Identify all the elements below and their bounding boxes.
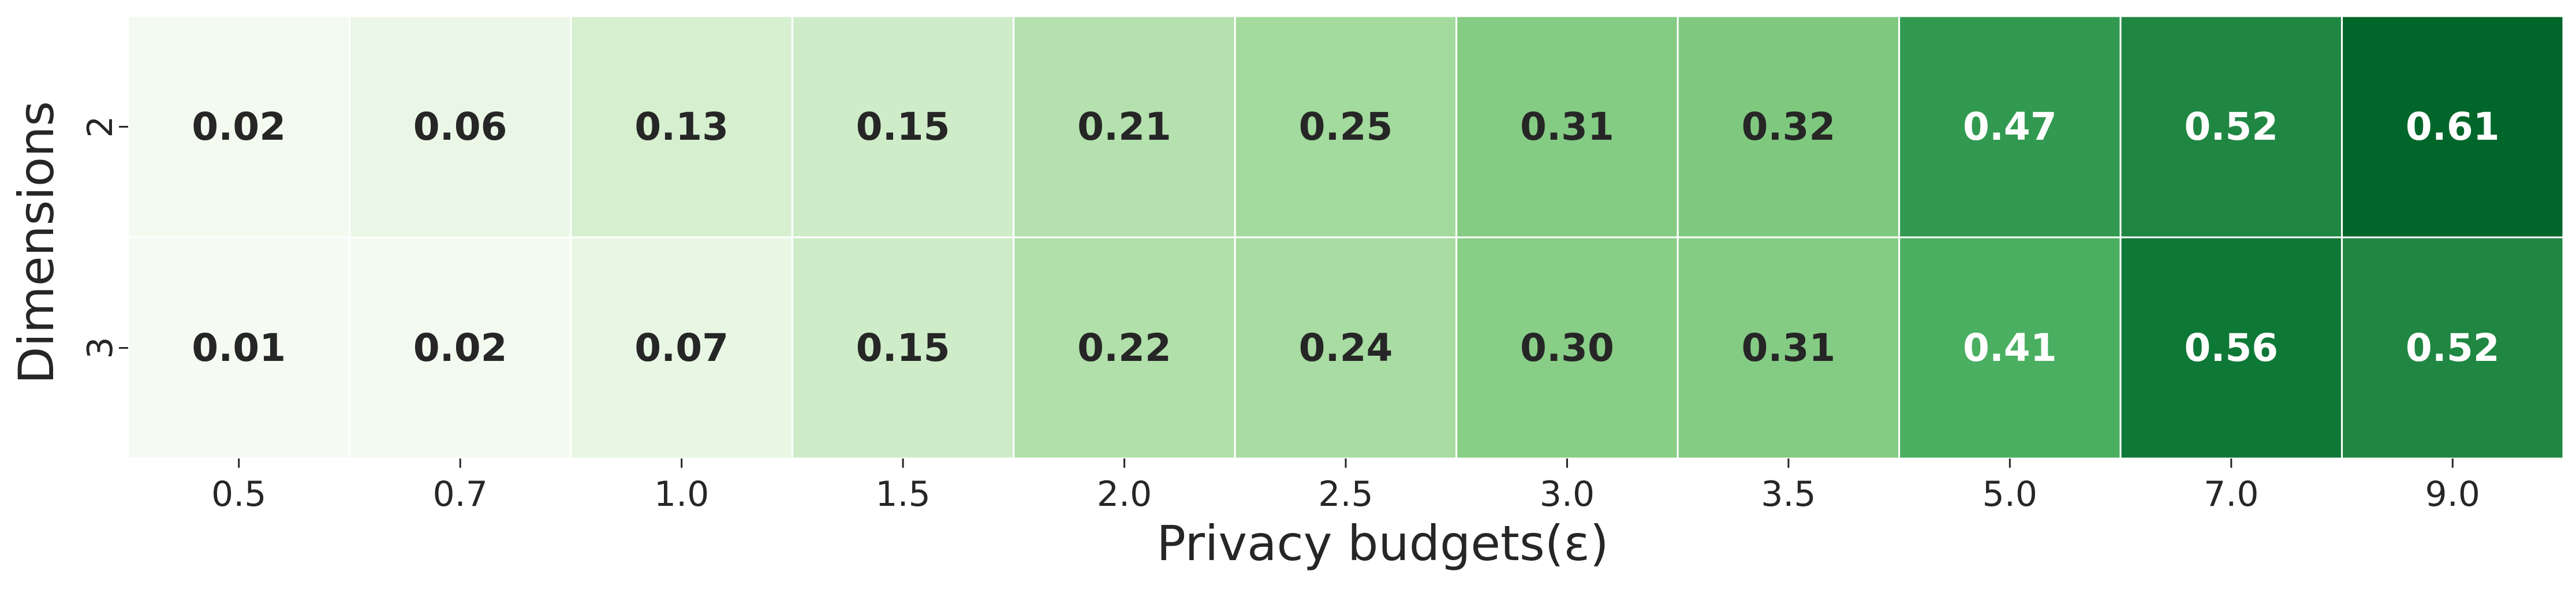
heatmap-cell [127, 236, 350, 460]
x-axis: 0.5 0.7 1.0 1.5 2.0 2.5 3.0 3.5 5.0 7.0 9.0 [211, 458, 2480, 515]
heatmap-cell [127, 15, 350, 238]
cell-value-label: 0.07 [634, 326, 729, 370]
heatmap-cell [2341, 15, 2564, 238]
heatmap-cell [570, 15, 793, 238]
heatmap-cell [2119, 15, 2343, 238]
cell-value-label: 0.31 [1741, 326, 1835, 370]
cell-value-label: 0.52 [2406, 326, 2500, 370]
heatmap-cell [1013, 15, 1236, 238]
cell-value-label: 0.01 [192, 326, 286, 370]
y-tick-label: 3 [80, 337, 121, 359]
x-tick-label: 1.0 [654, 474, 709, 515]
heatmap-cell [348, 15, 572, 238]
x-tick-label: 2.5 [1318, 474, 1373, 515]
heatmap-cell [2341, 236, 2564, 460]
cell-value-label: 0.22 [1077, 326, 1171, 370]
heatmap-cell [1455, 236, 1679, 460]
cell-value-label: 0.47 [1963, 105, 2057, 149]
cell-value-label: 0.06 [413, 105, 507, 149]
heatmap-cell [2119, 236, 2343, 460]
x-tick-label: 2.0 [1097, 474, 1152, 515]
x-tick-label: 5.0 [1983, 474, 2037, 515]
heatmap-cell [1234, 15, 1458, 238]
cell-value-label: 0.02 [413, 326, 507, 370]
x-tick-label: 3.0 [1540, 474, 1595, 515]
cell-value-label: 0.21 [1077, 105, 1171, 149]
y-axis: 23 [80, 115, 128, 359]
x-tick-label: 9.0 [2425, 474, 2480, 515]
heatmap-cell [1234, 236, 1458, 460]
cell-value-label: 0.24 [1299, 326, 1393, 370]
x-tick-label: 0.7 [432, 474, 487, 515]
heatmap-cell [1013, 236, 1236, 460]
cell-value-label: 0.52 [2184, 105, 2278, 149]
x-tick-label: 7.0 [2204, 474, 2258, 515]
heatmap-cells: 0.02 0.06 0.13 0.15 0.21 0.25 0.31 0.32 0.47 0.52… [127, 15, 2564, 460]
cell-value-label: 0.30 [1520, 326, 1614, 370]
y-axis-title: Dimensions [8, 101, 65, 384]
x-tick-label: 0.5 [211, 474, 266, 515]
cell-value-label: 0.13 [634, 105, 729, 149]
heatmap-cell [348, 236, 572, 460]
cell-value-label: 0.15 [856, 105, 950, 149]
cell-value-label: 0.02 [192, 105, 286, 149]
cell-value-label: 0.15 [856, 326, 950, 370]
cell-value-label: 0.56 [2184, 326, 2278, 370]
x-tick-label: 3.5 [1761, 474, 1816, 515]
cell-value-label: 0.25 [1299, 105, 1393, 149]
x-axis-title: Privacy budgets(ε) [1156, 515, 1608, 572]
cell-value-label: 0.61 [2406, 105, 2500, 149]
heatmap-cell [1677, 236, 1901, 460]
heatmap-cell [1898, 236, 2122, 460]
x-tick-label: 1.5 [875, 474, 930, 515]
cell-value-label: 0.32 [1741, 105, 1835, 149]
y-tick-label: 2 [80, 115, 121, 137]
heatmap-cell [791, 15, 1015, 238]
cell-value-label: 0.41 [1963, 326, 2057, 370]
heatmap-cell [570, 236, 793, 460]
heatmap-cell [1677, 15, 1901, 238]
cell-value-label: 0.31 [1520, 105, 1614, 149]
heatmap-cell [791, 236, 1015, 460]
